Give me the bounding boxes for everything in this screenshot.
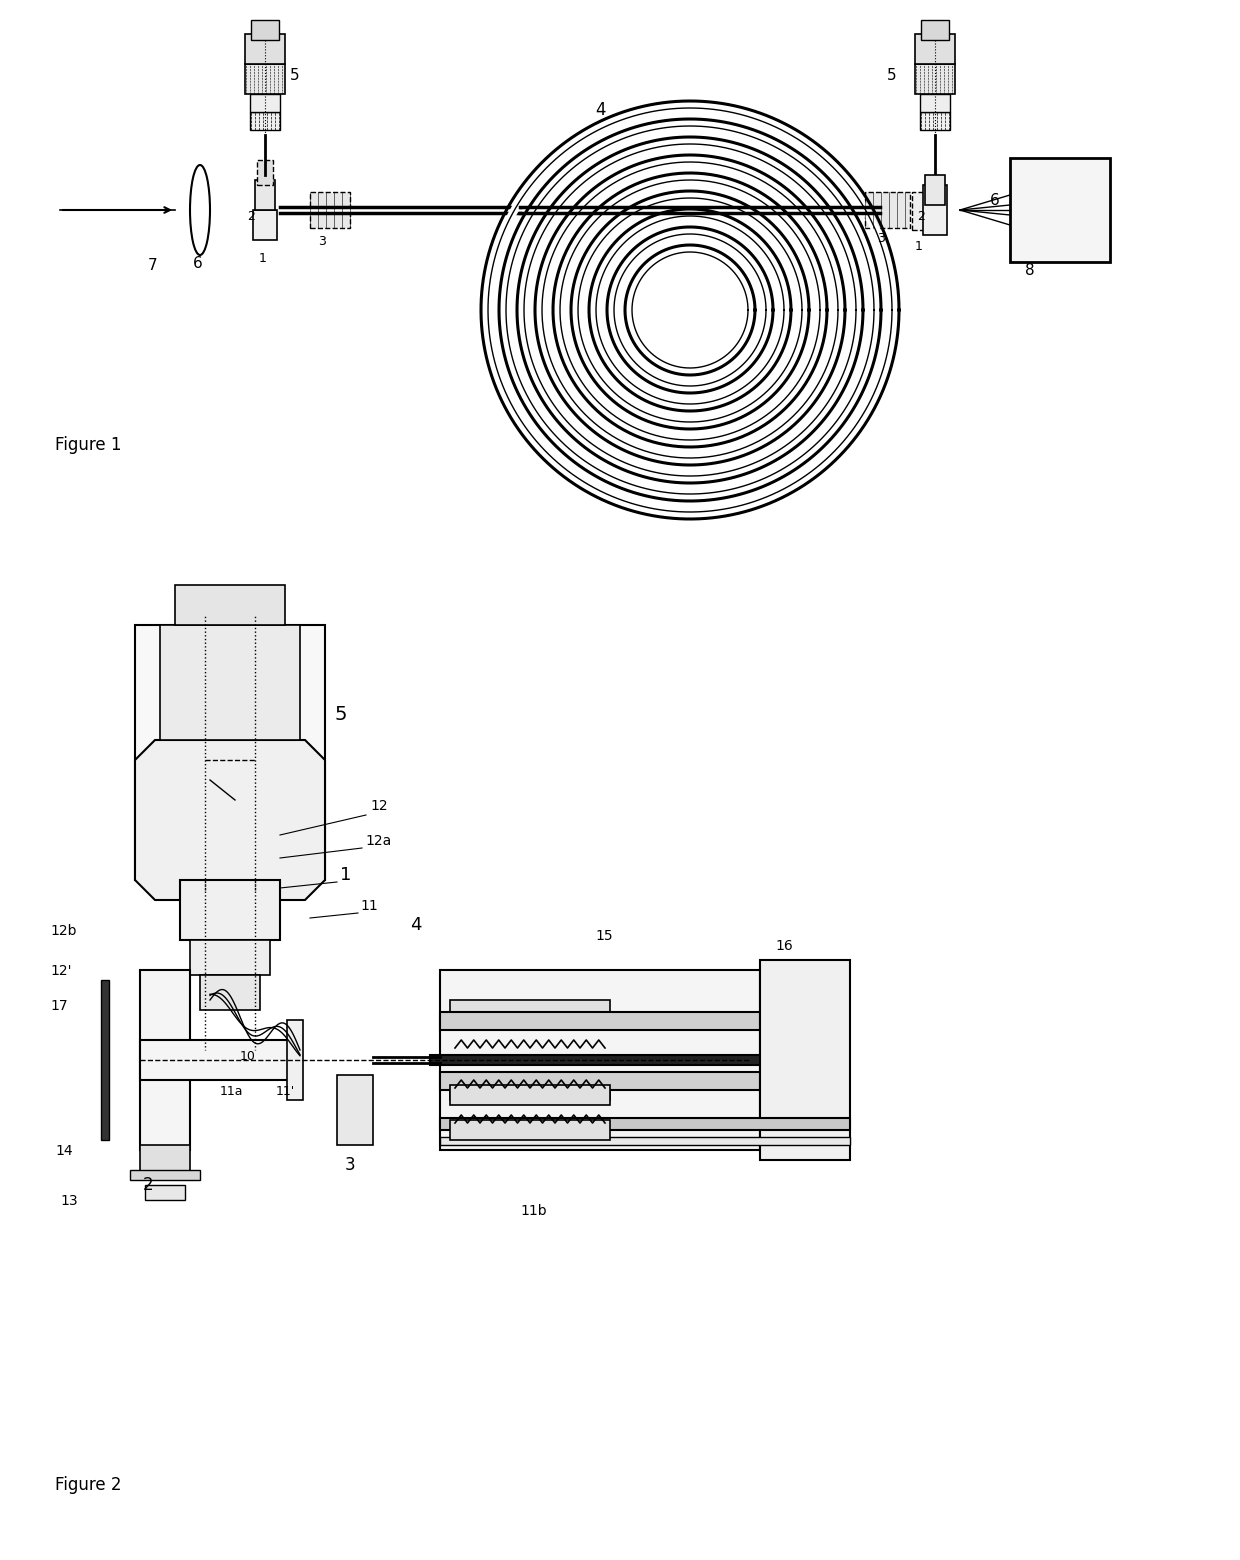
Text: 11: 11 xyxy=(360,899,378,913)
Bar xyxy=(135,626,325,880)
Text: 16: 16 xyxy=(775,939,792,953)
Bar xyxy=(337,1075,373,1145)
Text: 2: 2 xyxy=(247,211,255,223)
Text: 4: 4 xyxy=(595,101,605,119)
Bar xyxy=(440,1119,849,1129)
Bar xyxy=(145,1186,185,1200)
Text: 6: 6 xyxy=(990,193,999,207)
Bar xyxy=(430,1055,830,1065)
Text: 17: 17 xyxy=(50,998,68,1012)
Bar xyxy=(923,186,947,236)
FancyBboxPatch shape xyxy=(310,192,350,228)
Text: 8: 8 xyxy=(1025,264,1034,278)
Bar xyxy=(440,1137,849,1145)
Text: 7: 7 xyxy=(148,257,157,273)
Text: 11a: 11a xyxy=(219,1086,243,1098)
Bar xyxy=(920,94,950,112)
Bar xyxy=(140,970,190,1150)
Bar xyxy=(760,959,849,1161)
Text: 6: 6 xyxy=(193,256,203,271)
Bar xyxy=(257,161,273,186)
Bar xyxy=(450,1086,610,1104)
Text: 3: 3 xyxy=(317,236,326,248)
Text: 2: 2 xyxy=(918,211,925,223)
Bar xyxy=(450,1000,610,1020)
Bar xyxy=(140,1041,300,1080)
Text: 5: 5 xyxy=(887,69,897,83)
Text: 1: 1 xyxy=(259,253,267,265)
Bar xyxy=(160,626,300,739)
FancyBboxPatch shape xyxy=(866,192,910,228)
Bar xyxy=(440,970,760,1150)
Text: 5: 5 xyxy=(335,705,347,724)
Text: 3: 3 xyxy=(345,1156,356,1175)
Bar xyxy=(190,941,270,975)
Bar xyxy=(915,64,955,94)
Text: 2: 2 xyxy=(143,1176,154,1193)
Text: 10: 10 xyxy=(241,1050,255,1062)
Bar xyxy=(250,94,280,112)
Bar xyxy=(250,112,280,129)
Text: 11': 11' xyxy=(277,1086,295,1098)
Text: 12a: 12a xyxy=(365,835,392,849)
Bar xyxy=(246,64,285,94)
Text: 12b: 12b xyxy=(50,924,77,938)
Text: 5: 5 xyxy=(290,69,300,83)
Bar xyxy=(100,980,109,1140)
Bar xyxy=(440,1012,760,1030)
Text: 3: 3 xyxy=(877,232,885,245)
Polygon shape xyxy=(135,739,325,900)
Bar xyxy=(921,20,949,41)
Text: 4: 4 xyxy=(410,916,422,934)
Bar xyxy=(130,1170,200,1179)
Text: 12: 12 xyxy=(370,799,388,813)
Bar xyxy=(450,1120,610,1140)
Bar xyxy=(440,1072,760,1090)
Text: 13: 13 xyxy=(60,1193,78,1207)
Text: 14: 14 xyxy=(55,1143,73,1158)
Bar xyxy=(1011,158,1110,262)
Text: Figure 2: Figure 2 xyxy=(55,1476,122,1494)
Text: 15: 15 xyxy=(595,930,613,942)
Text: 1: 1 xyxy=(340,866,351,885)
Bar xyxy=(925,175,945,204)
Bar xyxy=(450,1080,610,1100)
Bar xyxy=(255,179,275,211)
Bar xyxy=(200,975,260,1009)
Bar xyxy=(140,1145,190,1179)
Text: 12': 12' xyxy=(50,964,72,978)
Text: 11b: 11b xyxy=(520,1204,547,1218)
Text: Figure 1: Figure 1 xyxy=(55,435,122,454)
Text: 1: 1 xyxy=(915,240,923,253)
Bar xyxy=(915,34,955,64)
Bar xyxy=(253,211,277,240)
Bar xyxy=(286,1020,303,1100)
Bar xyxy=(920,112,950,129)
Bar xyxy=(911,192,928,229)
Bar xyxy=(175,585,285,626)
Bar xyxy=(180,880,280,941)
Bar xyxy=(246,34,285,64)
Bar xyxy=(250,20,279,41)
